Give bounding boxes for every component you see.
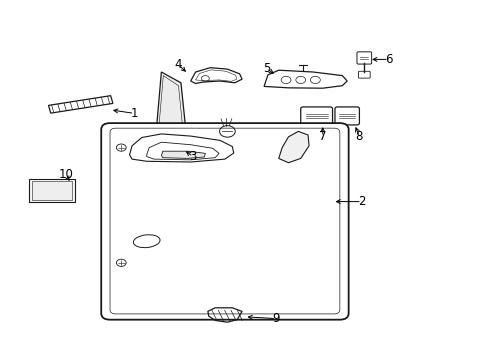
- FancyBboxPatch shape: [32, 181, 72, 200]
- Text: 1: 1: [130, 107, 138, 120]
- FancyBboxPatch shape: [101, 123, 348, 320]
- FancyBboxPatch shape: [358, 71, 369, 78]
- Polygon shape: [154, 72, 185, 157]
- Text: 7: 7: [318, 130, 326, 143]
- Text: 5: 5: [262, 62, 270, 75]
- Polygon shape: [161, 151, 205, 158]
- FancyBboxPatch shape: [356, 52, 371, 64]
- FancyBboxPatch shape: [29, 179, 75, 202]
- Text: 9: 9: [272, 312, 280, 325]
- Polygon shape: [278, 131, 308, 163]
- Text: 4: 4: [174, 58, 182, 71]
- FancyBboxPatch shape: [110, 128, 339, 314]
- Text: 3: 3: [189, 150, 197, 163]
- FancyBboxPatch shape: [300, 107, 332, 125]
- Text: 2: 2: [357, 195, 365, 208]
- Text: 8: 8: [355, 130, 363, 143]
- Text: 6: 6: [384, 53, 392, 66]
- Text: 10: 10: [59, 168, 73, 181]
- FancyBboxPatch shape: [334, 107, 359, 125]
